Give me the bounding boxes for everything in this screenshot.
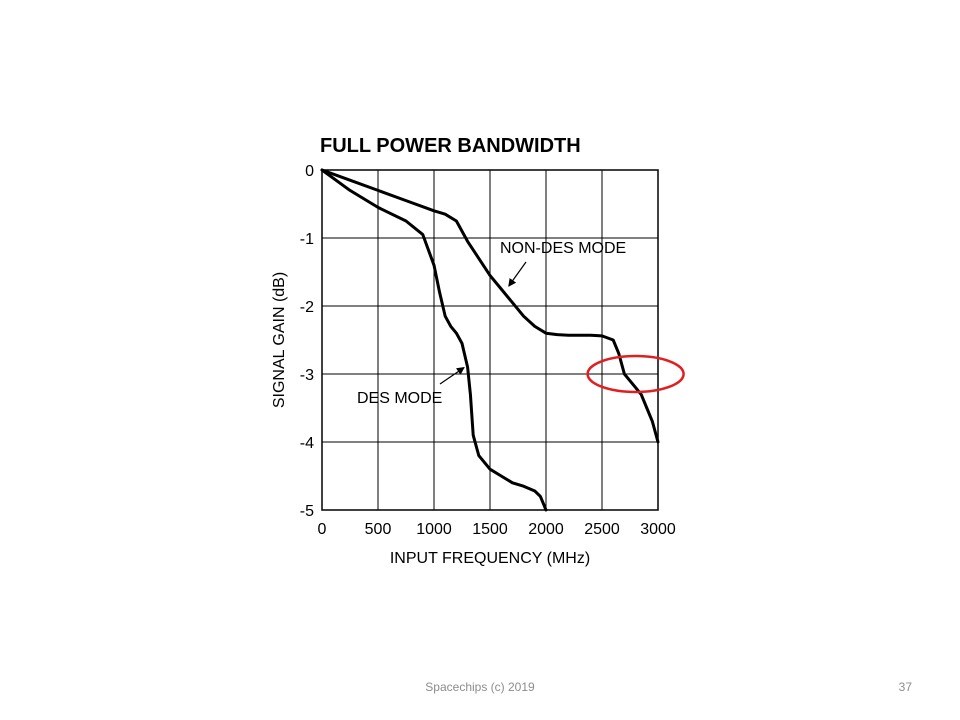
plot-frame [321, 169, 659, 511]
x-tick-label-6: 3000 [640, 521, 676, 538]
y-tick-label-2: -2 [300, 299, 314, 316]
grid [322, 170, 658, 510]
annotation-label-1: DES MODE [357, 390, 442, 407]
x-tick-label-3: 1500 [472, 521, 508, 538]
annotation-arrow-0 [508, 261, 527, 287]
y-tick-label-1: -1 [300, 231, 314, 248]
y-axis-label: SIGNAL GAIN (dB) [271, 272, 288, 408]
annotation-arrow-1 [439, 367, 465, 385]
tick-labels: 0 500 1000 1500 2000 2500 3000 0 -1 -2 -3 -4 -5 [300, 163, 676, 538]
highlight-ellipse [586, 354, 685, 394]
series-line-0 [320, 168, 660, 444]
series-lines [320, 168, 660, 512]
x-tick-label-5: 2500 [584, 521, 620, 538]
y-tick-label-4: -4 [300, 435, 314, 452]
x-axis-label: INPUT FREQUENCY (MHz) [390, 550, 590, 567]
series-line-1 [320, 168, 548, 512]
chart-title: FULL POWER BANDWIDTH [320, 135, 581, 157]
slide-number: 37 [898, 680, 912, 694]
x-tick-label-0: 0 [318, 521, 327, 538]
annotations: NON-DES MODE DES MODE [357, 240, 626, 407]
y-tick-label-5: -5 [300, 503, 314, 520]
footer-text: Spacechips (c) 2019 [425, 680, 535, 694]
x-tick-label-1: 500 [365, 521, 392, 538]
annotation-label-0: NON-DES MODE [500, 240, 626, 257]
y-tick-label-3: -3 [300, 367, 314, 384]
x-tick-label-4: 2000 [528, 521, 564, 538]
y-tick-label-0: 0 [305, 163, 314, 180]
x-tick-label-2: 1000 [416, 521, 452, 538]
